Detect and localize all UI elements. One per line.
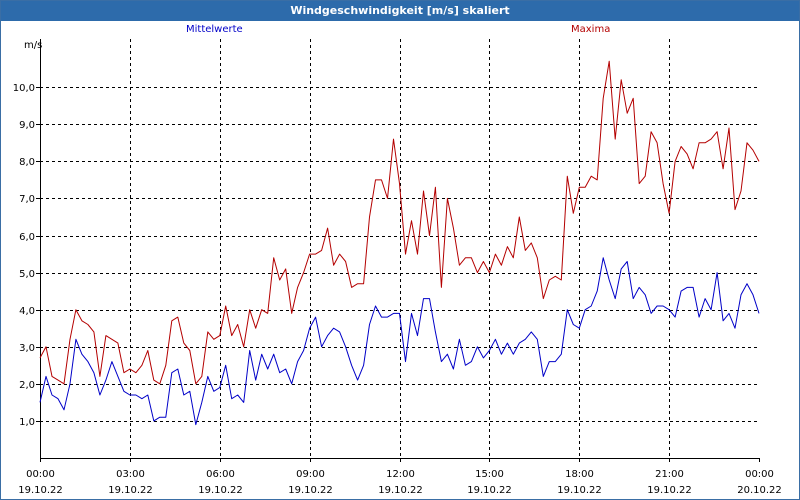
x-tick-label-time: 12:00 <box>386 469 415 480</box>
y-tick-label: 9,0 <box>19 120 35 131</box>
series-layer <box>39 60 760 426</box>
x-tick-label-date: 19.10.22 <box>108 485 153 496</box>
y-tick-label: 4,0 <box>19 306 35 317</box>
x-tick-label-date: 19.10.22 <box>557 485 602 496</box>
x-tick-label-date: 19.10.22 <box>378 485 423 496</box>
legend-mittelwerte: Mittelwerte <box>186 24 243 35</box>
x-tick-label-time: 18:00 <box>565 469 594 480</box>
x-tick-label-time: 21:00 <box>655 469 684 480</box>
grid <box>40 39 759 458</box>
x-tick-label-time: 03:00 <box>116 469 145 480</box>
x-tick-label-time: 00:00 <box>26 469 55 480</box>
y-tick-label: 3,0 <box>19 343 35 354</box>
y-tick-label: 2,0 <box>19 380 35 391</box>
x-tick-label-time: 15:00 <box>475 469 504 480</box>
x-tick-label-time: 09:00 <box>296 469 325 480</box>
x-tick-label-date: 19.10.22 <box>647 485 692 496</box>
axes <box>36 39 760 462</box>
y-tick-label: 6,0 <box>19 232 35 243</box>
tick-labels: 1,0 2,0 3,0 4,0 5,0 6,0 7,0 8,0 9,0 10,0 00:00 19.1… <box>13 83 782 496</box>
x-tick-label-date: 19.10.22 <box>198 485 243 496</box>
y-tick-label: 1,0 <box>19 417 35 428</box>
y-tick-label: 10,0 <box>13 83 35 94</box>
y-tick-label: 5,0 <box>19 269 35 280</box>
x-tick-label-date: 19.10.22 <box>467 485 512 496</box>
series-line-mittelwerte <box>39 257 760 426</box>
series-line-maxima <box>39 60 760 385</box>
x-tick-label-date: 19.10.22 <box>18 485 63 496</box>
y-tick-label: 8,0 <box>19 157 35 168</box>
x-tick-label-date: 20.10.22 <box>737 485 782 496</box>
legend-maxima: Maxima <box>571 24 611 35</box>
x-tick-label-time: 06:00 <box>206 469 235 480</box>
x-tick-label-time: 00:00 <box>745 469 774 480</box>
chart-title: Windgeschwindigkeit [m/s] skaliert <box>1 1 799 21</box>
y-axis-unit-label: m/s <box>24 40 43 51</box>
y-tick-label: 7,0 <box>19 194 35 205</box>
x-tick-label-date: 19.10.22 <box>288 485 333 496</box>
